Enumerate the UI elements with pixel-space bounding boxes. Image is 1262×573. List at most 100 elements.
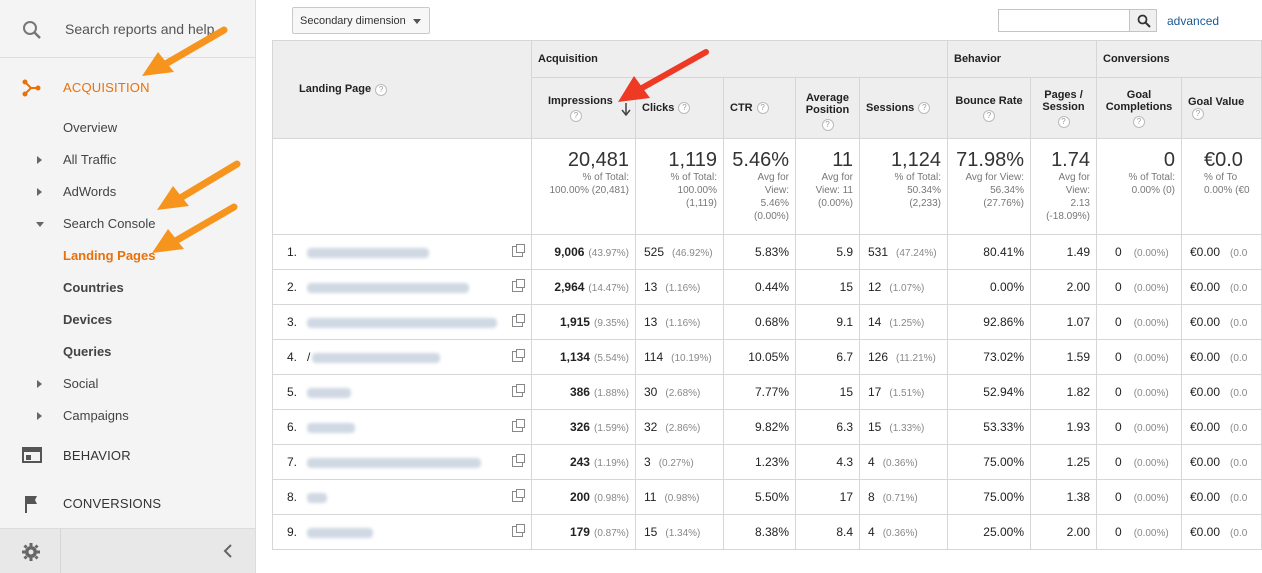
table-row[interactable]: 5. 386 (1.88%) 30 (2.68%) 7.77% 15 17 (1.51%) 52.… <box>272 374 1262 410</box>
row-number: 3. <box>287 315 298 329</box>
landing-page-cell[interactable]: 5. <box>272 374 532 410</box>
pages-session-cell: 1.93 <box>1030 409 1097 445</box>
row-number: 9. <box>287 525 298 539</box>
open-link-icon[interactable] <box>512 384 525 397</box>
advanced-filter-link[interactable]: advanced <box>1167 14 1220 28</box>
help-icon[interactable]: ? <box>756 102 769 115</box>
open-link-icon[interactable] <box>512 454 525 467</box>
table-row[interactable]: 4. / 1,134 (5.54%) 114 (10.19%) 10.05% 6.7 126 (1… <box>272 339 1262 375</box>
goal-value-value: €0.00 <box>1190 245 1221 259</box>
open-link-icon[interactable] <box>512 244 525 257</box>
total-note: View: <box>1065 185 1090 196</box>
landing-page-header[interactable]: Landing Page? <box>272 40 532 139</box>
secondary-dimension-dropdown[interactable]: Secondary dimension <box>292 7 430 34</box>
nav-search-console[interactable]: Search Console <box>0 212 255 236</box>
ctr-cell: 0.68% <box>723 304 796 340</box>
help-icon[interactable]: ? <box>678 102 691 115</box>
nav-landing-pages[interactable]: Landing Pages <box>0 244 255 268</box>
help-icon[interactable]: ? <box>375 83 388 96</box>
goal-value-value: €0.00 <box>1190 350 1221 364</box>
help-icon[interactable]: ? <box>1057 115 1070 128</box>
table-row[interactable]: 6. 326 (1.59%) 32 (2.86%) 9.82% 6.3 15 (1.33%) 53… <box>272 409 1262 445</box>
collapse-chevron-icon[interactable] <box>222 544 234 558</box>
nav-devices-label: Devices <box>63 312 113 327</box>
col-sessions[interactable]: Sessions? <box>859 77 948 139</box>
open-link-icon[interactable] <box>512 489 525 502</box>
goal-completions-value: 0 <box>1115 280 1122 294</box>
landing-page-cell[interactable]: 6. <box>272 409 532 445</box>
nav-countries-label: Countries <box>63 280 124 295</box>
bounce-rate-cell: 73.02% <box>947 339 1031 375</box>
open-link-icon[interactable] <box>512 314 525 327</box>
total-note: 5.46% <box>760 198 789 209</box>
goal-value-cell: €0.00 (0.0 <box>1181 269 1262 305</box>
nav-social[interactable]: Social <box>0 372 255 396</box>
col-avg-position[interactable]: Average Position? <box>795 77 860 139</box>
landing-page-cell[interactable]: 4. / <box>272 339 532 375</box>
ctr-value: 5.50% <box>754 490 789 504</box>
table-row[interactable]: 2. 2,964 (14.47%) 13 (1.16%) 0.44% 15 12 (1.07%)… <box>272 269 1262 305</box>
nav-conversions[interactable]: CONVERSIONS <box>0 488 255 518</box>
table-row[interactable]: 3. 1,915 (9.35%) 13 (1.16%) 0.68% 9.1 14 (1.25%)… <box>272 304 1262 340</box>
settings-button[interactable] <box>0 529 61 573</box>
landing-page-cell[interactable]: 7. <box>272 444 532 480</box>
table-filter-search-button[interactable] <box>1129 9 1157 32</box>
nav-countries[interactable]: Countries <box>0 276 255 300</box>
redacted-url <box>307 527 374 538</box>
col-goal-value[interactable]: Goal Value? <box>1181 77 1262 139</box>
goal-value-cell: €0.00 (0.0 <box>1181 479 1262 515</box>
open-link-icon[interactable] <box>512 524 525 537</box>
nav-acquisition[interactable]: ACQUISITION <box>0 72 255 102</box>
report-search[interactable]: Search reports and help <box>0 0 255 58</box>
ctr-value: 7.77% <box>754 385 789 399</box>
goal-value-cell: €0.00 (0.0 <box>1181 444 1262 480</box>
goal-value-value: €0.00 <box>1190 490 1221 504</box>
ctr-value: 5.83% <box>754 245 789 259</box>
expand-icon <box>37 156 42 164</box>
total-note: Avg for <box>1058 172 1091 183</box>
nav-adwords[interactable]: AdWords <box>0 180 255 204</box>
open-link-icon[interactable] <box>512 279 525 292</box>
landing-page-cell[interactable]: 1. <box>272 234 532 270</box>
table-row[interactable]: 8. 200 (0.98%) 11 (0.98%) 5.50% 17 8 (0.71%) 75.0… <box>272 479 1262 515</box>
help-icon[interactable]: ? <box>1192 108 1204 121</box>
col-impressions[interactable]: Impressions ? <box>531 77 636 139</box>
table-row[interactable]: 7. 243 (1.19%) 3 (0.27%) 1.23% 4.3 4 (0.36%) 75.0… <box>272 444 1262 480</box>
nav-devices[interactable]: Devices <box>0 308 255 332</box>
open-link-icon[interactable] <box>512 349 525 362</box>
help-icon[interactable]: ? <box>1133 115 1145 128</box>
nav-overview[interactable]: Overview <box>0 116 255 140</box>
col-pages-session[interactable]: Pages / Session? <box>1030 77 1097 139</box>
goal-value-percent: (0.0 <box>1230 388 1248 399</box>
col-ctr[interactable]: CTR? <box>723 77 796 139</box>
table-filter-input[interactable] <box>998 9 1130 32</box>
nav-behavior[interactable]: BEHAVIOR <box>0 440 255 470</box>
landing-page-cell[interactable]: 2. <box>272 269 532 305</box>
pages-session-cell: 1.25 <box>1030 444 1097 480</box>
nav-queries[interactable]: Queries <box>0 340 255 364</box>
impressions-percent: (0.98%) <box>593 493 629 504</box>
help-icon[interactable]: ? <box>983 109 995 122</box>
col-bounce-rate[interactable]: Bounce Rate? <box>947 77 1031 139</box>
goal-completions-value: 0 <box>1115 315 1122 329</box>
nav-overview-label: Overview <box>63 120 118 135</box>
clicks-cell: 15 (1.34%) <box>635 514 724 550</box>
open-link-icon[interactable] <box>512 419 525 432</box>
col-goal-completions[interactable]: Goal Completions? <box>1096 77 1182 139</box>
expand-icon <box>37 380 42 388</box>
landing-page-cell[interactable]: 3. <box>272 304 532 340</box>
total-note: 56.34% <box>990 185 1024 196</box>
help-icon[interactable]: ? <box>821 118 834 131</box>
goal-completions-percent: (0.00%) <box>1133 388 1169 399</box>
col-clicks[interactable]: Clicks? <box>635 77 724 139</box>
nav-all-traffic[interactable]: All Traffic <box>0 148 255 172</box>
group-conversions: Conversions <box>1096 40 1262 78</box>
table-row[interactable]: 9. 179 (0.87%) 15 (1.34%) 8.38% 8.4 4 (0.36%) 25.… <box>272 514 1262 550</box>
landing-page-cell[interactable]: 8. <box>272 479 532 515</box>
nav-campaigns[interactable]: Campaigns <box>0 404 255 428</box>
table-row[interactable]: 1. 9,006 (43.97%) 525 (46.92%) 5.83% 5.9 531 (47… <box>272 234 1262 270</box>
landing-page-cell[interactable]: 9. <box>272 514 532 550</box>
pages-session-value: 1.59 <box>1066 350 1090 364</box>
help-icon[interactable]: ? <box>918 102 931 115</box>
help-icon[interactable]: ? <box>570 109 582 122</box>
